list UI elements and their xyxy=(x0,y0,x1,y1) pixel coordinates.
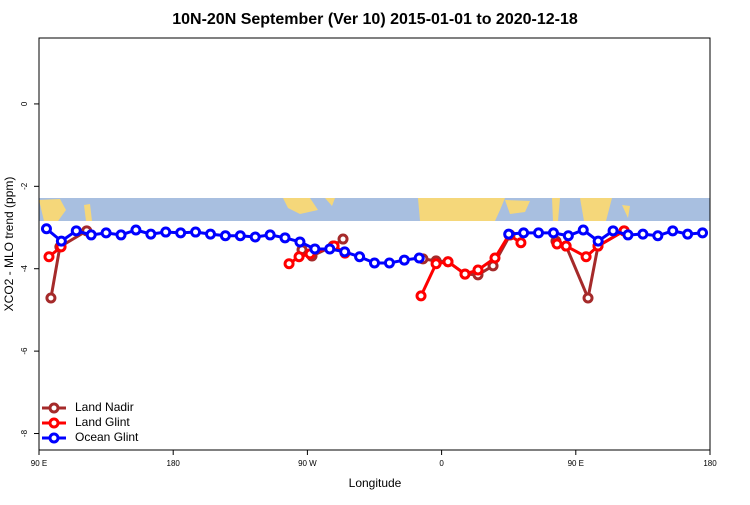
point xyxy=(562,230,574,242)
legend-label: Ocean Glint xyxy=(75,430,139,444)
point xyxy=(219,230,231,242)
point xyxy=(592,235,604,247)
point xyxy=(503,228,515,240)
point xyxy=(580,251,592,263)
point xyxy=(398,254,410,266)
point xyxy=(204,228,216,240)
x-tick-label: 90 E xyxy=(568,459,584,468)
x-axis-label: Longitude xyxy=(349,476,402,490)
plot-frame xyxy=(38,37,711,451)
legend-marker xyxy=(48,432,60,444)
point xyxy=(354,251,366,263)
x-tick-label: 90 E xyxy=(31,459,47,468)
point xyxy=(547,227,559,239)
point xyxy=(283,258,295,270)
point xyxy=(551,238,563,250)
point xyxy=(682,228,694,240)
point xyxy=(515,237,527,249)
point xyxy=(472,264,484,276)
point xyxy=(533,227,545,239)
point xyxy=(413,252,425,264)
x-tick-label: 90 W xyxy=(298,459,317,468)
point xyxy=(518,227,530,239)
point xyxy=(430,258,442,270)
y-tick-label: -4 xyxy=(20,265,29,273)
y-tick-label: -6 xyxy=(20,347,29,355)
point xyxy=(577,224,589,236)
point xyxy=(264,229,276,241)
point xyxy=(415,290,427,302)
legend-marker xyxy=(48,417,60,429)
y-axis-label: XCO2 - MLO trend (ppm) xyxy=(2,177,16,312)
point xyxy=(160,226,172,238)
point xyxy=(489,252,501,264)
point xyxy=(43,251,55,263)
map-strip xyxy=(39,198,710,221)
point xyxy=(234,230,246,242)
point xyxy=(249,231,261,243)
point xyxy=(442,256,454,268)
point xyxy=(190,226,202,238)
point xyxy=(607,225,619,237)
y-tick-label: -8 xyxy=(20,429,29,437)
point xyxy=(40,223,52,235)
point xyxy=(560,240,572,252)
point xyxy=(459,268,471,280)
point xyxy=(85,229,97,241)
legend-marker xyxy=(48,402,60,414)
point xyxy=(622,229,634,241)
point xyxy=(45,292,57,304)
point xyxy=(115,229,127,241)
point xyxy=(337,233,349,245)
point xyxy=(293,251,305,263)
point xyxy=(175,227,187,239)
point xyxy=(130,224,142,236)
point xyxy=(667,225,679,237)
point xyxy=(145,228,157,240)
series-line xyxy=(49,229,625,304)
point xyxy=(697,227,709,239)
x-tick-label: 180 xyxy=(167,459,181,468)
point xyxy=(383,257,395,269)
point xyxy=(369,257,380,269)
x-tick-label: 0 xyxy=(439,459,444,468)
point xyxy=(279,232,291,244)
point xyxy=(70,225,82,237)
series-line xyxy=(48,229,625,297)
point xyxy=(309,243,321,255)
point xyxy=(637,228,649,240)
chart-title: 10N-20N September (Ver 10) 2015-01-01 to… xyxy=(172,11,578,28)
y-tick-label: 0 xyxy=(20,101,29,106)
point xyxy=(339,246,351,258)
point xyxy=(324,243,336,255)
legend-label: Land Nadir xyxy=(75,400,134,414)
y-tick-label: -2 xyxy=(20,182,29,190)
point xyxy=(55,235,67,247)
point xyxy=(652,230,664,242)
point xyxy=(582,292,594,304)
point xyxy=(294,236,306,248)
point xyxy=(100,227,112,239)
x-tick-label: 180 xyxy=(703,459,717,468)
legend-label: Land Glint xyxy=(75,415,130,429)
